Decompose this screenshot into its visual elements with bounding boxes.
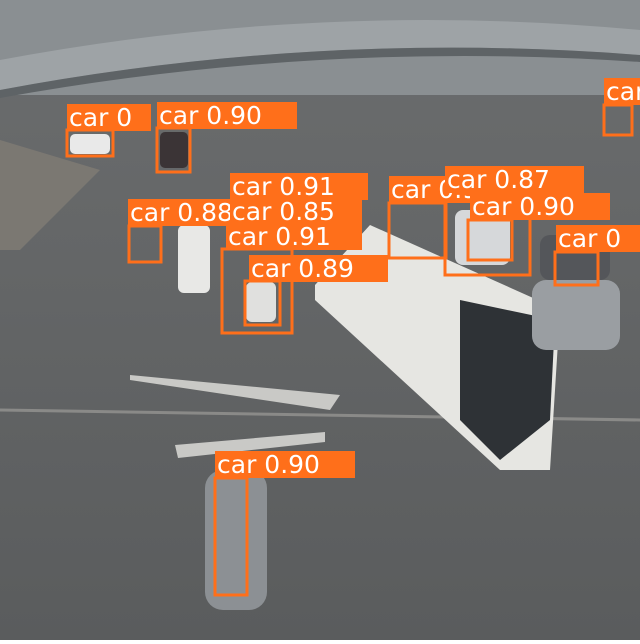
car (246, 282, 276, 322)
road-marking (130, 375, 340, 410)
label: car 0 (558, 224, 621, 253)
label-background (445, 166, 584, 193)
label-background (215, 451, 355, 478)
label-background (157, 102, 297, 129)
label-background (604, 78, 640, 105)
label: car 0.87 (447, 165, 550, 194)
label-background (230, 173, 368, 200)
label: car 0.91 (232, 172, 335, 201)
label: car 0.85 (232, 197, 335, 226)
label: car 0.90 (217, 450, 320, 479)
car (160, 132, 188, 168)
van (178, 225, 210, 293)
car (70, 134, 110, 154)
road-marking (175, 432, 325, 458)
label: car 0.91 (228, 222, 331, 251)
label: car 0.88 (130, 198, 233, 227)
label-background (470, 193, 610, 220)
overpass-shadow (0, 47, 640, 98)
label-background (67, 104, 151, 131)
label-background (226, 223, 362, 250)
label-background (249, 255, 388, 282)
overpass (0, 20, 640, 90)
car (532, 280, 620, 350)
label: car 0.89 (251, 254, 354, 283)
car (205, 470, 267, 610)
label: car 0.90 (472, 192, 575, 221)
label: car 0 (606, 77, 640, 106)
label-background (556, 225, 640, 252)
label-background (230, 198, 362, 225)
label: car 0.90 (159, 101, 262, 130)
sidewalk (0, 140, 100, 250)
bus-windshield (460, 300, 555, 460)
label: car 0 (69, 103, 132, 132)
